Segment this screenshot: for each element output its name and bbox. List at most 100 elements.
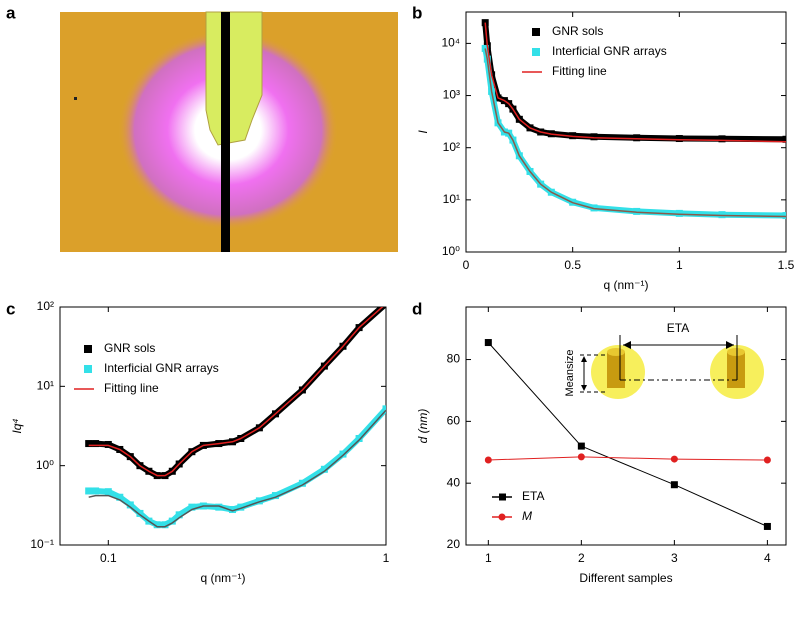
panel-label: b: [412, 3, 422, 22]
plot-area: [481, 19, 786, 220]
marker: [116, 493, 124, 501]
marker: [136, 509, 144, 517]
marker: [675, 135, 683, 143]
x-tick-label: 0.5: [564, 258, 581, 272]
series-line: [88, 307, 384, 477]
panel-label: d: [412, 299, 422, 318]
panel-label: c: [6, 299, 15, 318]
y-tick-label: 10¹: [37, 379, 54, 393]
plot-area: [484, 339, 771, 530]
x-tick-label: 1: [383, 551, 390, 565]
legend-marker: [84, 365, 92, 373]
marker: [782, 212, 786, 220]
plot-area: [85, 307, 386, 529]
marker: [168, 517, 176, 525]
panel: 0 0.5 1 1.5 10⁰ 10¹ 10² 10³ 10⁴ q (nm⁻¹) I GNR sols…: [416, 11, 795, 292]
marker: [633, 207, 641, 215]
x-axis-label: q (nm⁻¹): [604, 278, 649, 292]
marker: [85, 487, 93, 495]
series-line: [487, 342, 768, 527]
marker: [85, 440, 93, 448]
y-tick-label: 10⁴: [441, 36, 460, 50]
y-tick-label: 10²: [37, 299, 54, 313]
x-tick-label: 3: [671, 551, 678, 565]
y-axis-label: I: [416, 130, 430, 134]
marker: [670, 455, 678, 463]
y-tick-label: 10⁻¹: [30, 537, 54, 551]
marker: [782, 135, 786, 143]
saxs-image: [60, 11, 398, 252]
legend-label: GNR sols: [552, 24, 603, 38]
y-tick-label: 20: [447, 537, 461, 551]
annotation: Meansize: [564, 349, 576, 396]
x-tick-label: 0: [463, 258, 470, 272]
marker: [215, 503, 223, 511]
marker: [255, 497, 263, 505]
marker: [153, 521, 161, 529]
marker: [633, 134, 641, 142]
marker: [161, 521, 169, 529]
marker: [228, 506, 236, 514]
legend-label: Fitting line: [104, 381, 159, 395]
marker: [590, 133, 598, 141]
marker: [126, 501, 134, 509]
marker: [718, 211, 726, 219]
legend-label: GNR sols: [104, 341, 155, 355]
y-tick-label: 80: [447, 352, 461, 366]
marker: [718, 135, 726, 143]
legend-marker: [532, 48, 540, 56]
legend-label: M: [522, 509, 532, 523]
annotation: ETA: [667, 321, 689, 335]
y-tick-label: 10⁰: [36, 458, 54, 472]
x-tick-label: 1.5: [778, 258, 795, 272]
marker: [763, 456, 771, 464]
series-line: [88, 409, 386, 528]
y-tick-label: 40: [447, 475, 461, 489]
series-line: [484, 22, 786, 143]
legend-marker: [84, 345, 92, 353]
marker: [577, 442, 585, 450]
panel-label: a: [6, 3, 16, 22]
marker: [484, 456, 492, 464]
x-tick-label: 2: [578, 551, 585, 565]
marker: [104, 440, 112, 448]
marker: [670, 481, 678, 489]
y-axis-label: d (nm): [416, 409, 430, 444]
marker: [382, 405, 386, 413]
series-line: [488, 456, 768, 461]
legend-label: Interficial GNR arrays: [104, 361, 219, 375]
series-line: [482, 47, 786, 219]
marker: [188, 503, 196, 511]
legend-label: Fitting line: [552, 64, 607, 78]
marker: [298, 479, 306, 487]
y-tick-label: 10³: [443, 88, 460, 102]
marker: [92, 487, 100, 495]
series-line: [484, 48, 786, 218]
marker: [320, 465, 328, 473]
x-tick-label: 0.1: [100, 551, 117, 565]
marker: [481, 44, 489, 52]
marker: [382, 307, 386, 308]
plot-frame: [59, 306, 387, 546]
marker: [271, 492, 279, 500]
legend-label: Interficial GNR arrays: [552, 44, 667, 58]
x-axis-label: Different samples: [579, 571, 672, 585]
x-tick-label: 4: [764, 551, 771, 565]
series-line: [482, 22, 786, 143]
y-tick-label: 60: [447, 414, 461, 428]
y-tick-label: 10⁰: [442, 244, 460, 258]
marker: [104, 488, 112, 496]
plot-frame: [465, 11, 787, 253]
marker: [675, 209, 683, 217]
x-tick-label: 1: [485, 551, 492, 565]
marker: [339, 450, 347, 458]
y-axis-label: Iq⁴: [10, 418, 24, 433]
legend-marker: [532, 28, 540, 36]
marker: [577, 453, 585, 461]
y-tick-label: 10¹: [443, 192, 460, 206]
legend-marker: [499, 493, 506, 501]
panel: 0.1 1 10⁻¹ 10⁰ 10¹ 10² q (nm⁻¹) Iq⁴ GNR sols Inte…: [10, 299, 389, 585]
plot-frame: [465, 306, 787, 546]
